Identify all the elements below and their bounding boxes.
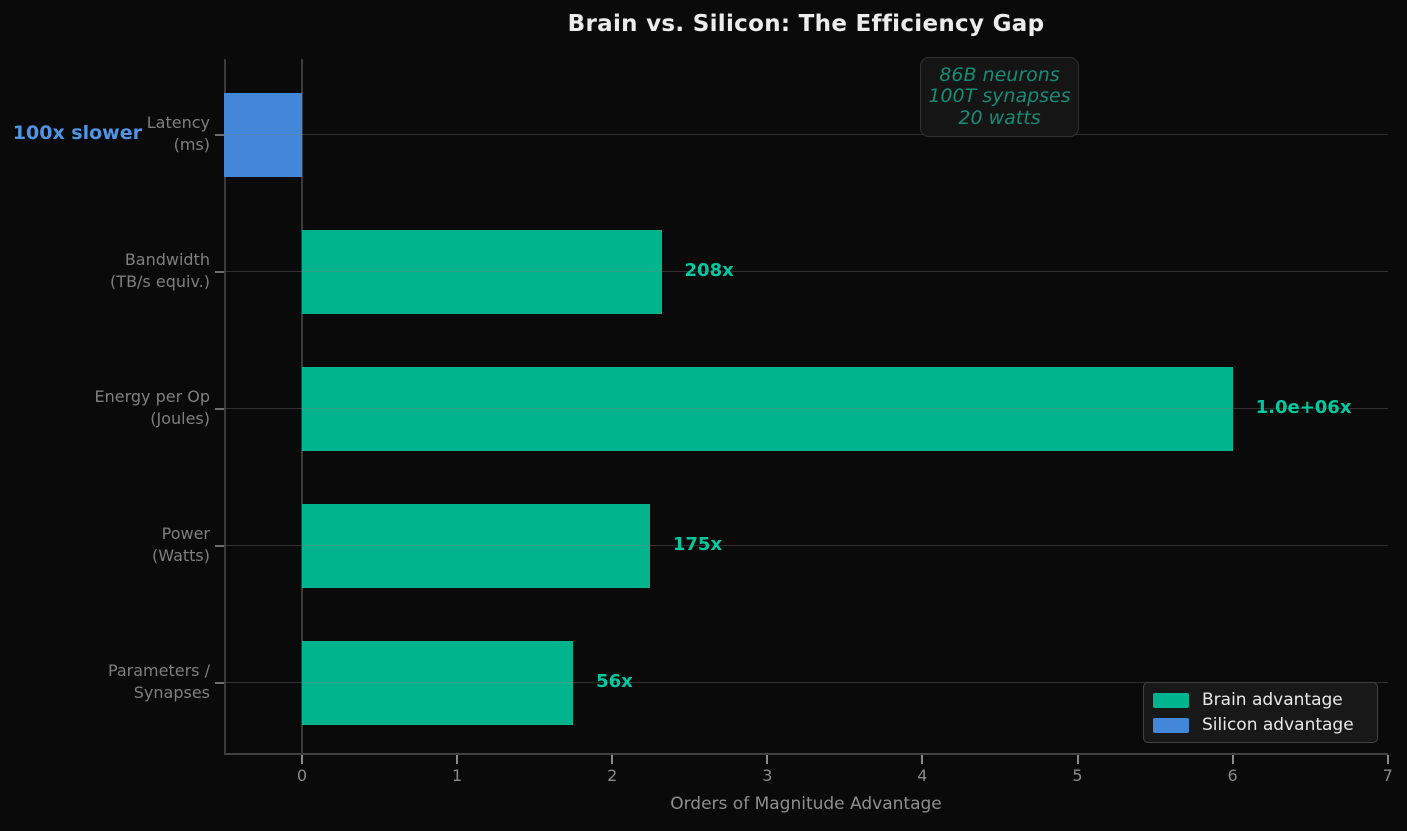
- category-label: Energy per Op (Joules): [94, 386, 210, 430]
- category-label-line2: (Joules): [150, 408, 210, 428]
- x-tick-mark: [301, 755, 303, 764]
- category-label-line2: (ms): [173, 134, 210, 154]
- legend-label-brain: Brain advantage: [1202, 690, 1343, 710]
- x-tick-label: 1: [452, 766, 463, 785]
- x-tick-mark: [456, 755, 459, 764]
- annotation-line-neurons: 86B neurons: [939, 63, 1060, 86]
- category-label-line1: Energy per Op: [94, 386, 210, 406]
- x-tick-mark: [1386, 755, 1389, 764]
- chart-bar: [302, 503, 650, 588]
- category-label-line1: Power: [161, 523, 210, 543]
- legend-swatch-brain-icon: [1153, 692, 1189, 708]
- annotation-line-watts: 20 watts: [958, 106, 1041, 129]
- x-tick-mark: [1231, 755, 1234, 764]
- x-axis-label: Orders of Magnitude Advantage: [670, 794, 942, 814]
- x-tick-label: 3: [762, 766, 773, 785]
- chart-bar: [302, 229, 662, 314]
- category-label: Parameters / Synapses: [108, 660, 210, 704]
- category-label-line1: Latency: [146, 112, 210, 132]
- x-tick-label: 7: [1382, 766, 1393, 785]
- legend-item-brain: Brain advantage: [1153, 690, 1368, 710]
- x-tick-label: 6: [1227, 766, 1238, 785]
- category-label: Latency (ms): [147, 112, 210, 156]
- x-tick-label: 0: [296, 766, 308, 785]
- plot-area: [224, 59, 1388, 755]
- chart-bar: [302, 366, 1233, 451]
- category-gridline: [224, 408, 1388, 409]
- y-tick-mark: [215, 270, 224, 273]
- bar-value-label: 208x: [684, 259, 734, 281]
- annotation-line-synapses: 100T synapses: [928, 85, 1071, 108]
- x-tick-label: 4: [917, 766, 928, 785]
- y-tick-mark: [215, 133, 224, 136]
- y-tick-mark: [215, 407, 224, 410]
- x-tick-mark: [611, 755, 614, 764]
- category-label-line1: Bandwidth: [124, 249, 210, 269]
- legend: Brain advantage Silicon advantage: [1143, 682, 1378, 743]
- category-gridline: [224, 134, 1388, 135]
- category-label-line1: Parameters /: [107, 660, 210, 680]
- y-tick-mark: [215, 681, 224, 684]
- category-label: Power (Watts): [152, 523, 210, 567]
- category-label-line2: Synapses: [133, 682, 210, 702]
- legend-swatch-silicon-icon: [1153, 717, 1189, 733]
- bar-value-label: 175x: [672, 533, 723, 555]
- category-gridline: [224, 545, 1388, 546]
- x-tick-mark: [766, 755, 769, 764]
- category-gridline: [224, 271, 1388, 272]
- x-tick-label: 5: [1072, 766, 1083, 785]
- category-label-line2: (Watts): [152, 545, 210, 565]
- category-label: Bandwidth (TB/s equiv.): [110, 249, 210, 293]
- chart-title: Brain vs. Silicon: The Efficiency Gap: [567, 11, 1045, 37]
- category-gridline: [224, 682, 1388, 683]
- chart-bar: [224, 92, 302, 177]
- x-tick-label: 2: [607, 766, 618, 785]
- category-label-line2: (TB/s equiv.): [110, 271, 210, 291]
- x-tick-mark: [921, 755, 924, 764]
- legend-label-silicon: Silicon advantage: [1202, 715, 1354, 735]
- bar-value-label: 100x slower: [12, 121, 142, 144]
- x-tick-mark: [1076, 755, 1079, 764]
- legend-item-silicon: Silicon advantage: [1153, 715, 1368, 735]
- chart-bar: [302, 640, 574, 725]
- bar-value-label: 1.0e+06x: [1255, 396, 1352, 418]
- y-tick-mark: [215, 544, 224, 547]
- bar-value-label: 56x: [596, 670, 633, 692]
- annotation-box: 86B neurons 100T synapses 20 watts: [920, 57, 1079, 137]
